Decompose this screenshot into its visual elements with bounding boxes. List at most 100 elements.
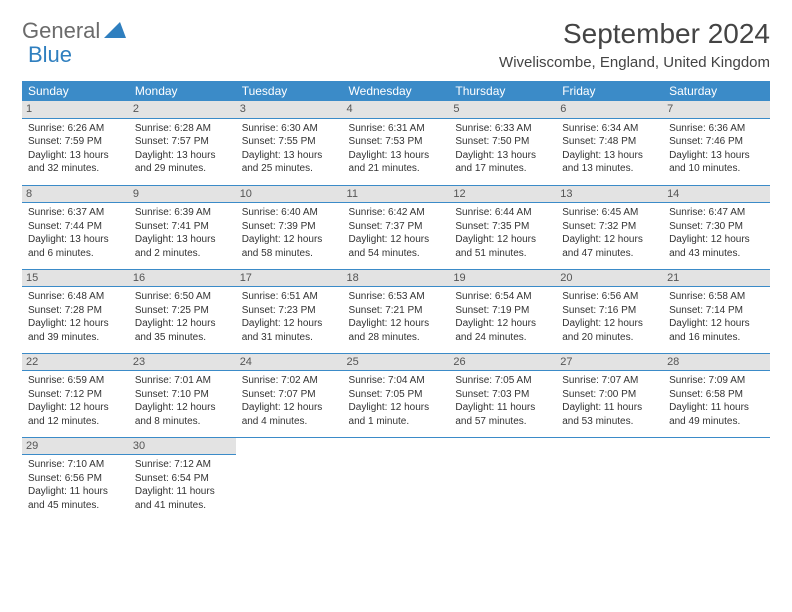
calendar-body: 1 Sunrise: 6:26 AMSunset: 7:59 PMDaylight… xyxy=(22,101,770,521)
day-details: Sunrise: 7:02 AMSunset: 7:07 PMDaylight:… xyxy=(242,374,337,428)
day-number: 26 xyxy=(449,354,556,372)
day-number: 6 xyxy=(556,101,663,119)
location: Wiveliscombe, England, United Kingdom xyxy=(499,54,770,71)
day-number: 22 xyxy=(22,354,129,372)
day-details: Sunrise: 6:45 AMSunset: 7:32 PMDaylight:… xyxy=(562,206,657,260)
weekday-header: Monday xyxy=(129,81,236,101)
calendar-week-row: 15 Sunrise: 6:48 AMSunset: 7:28 PMDayligh… xyxy=(22,269,770,353)
day-details: Sunrise: 7:10 AMSunset: 6:56 PMDaylight:… xyxy=(28,458,123,512)
day-details: Sunrise: 7:04 AMSunset: 7:05 PMDaylight:… xyxy=(349,374,444,428)
day-details: Sunrise: 6:54 AMSunset: 7:19 PMDaylight:… xyxy=(455,290,550,344)
day-details: Sunrise: 6:58 AMSunset: 7:14 PMDaylight:… xyxy=(669,290,764,344)
day-details: Sunrise: 6:31 AMSunset: 7:53 PMDaylight:… xyxy=(349,122,444,176)
calendar-day-cell: 22 Sunrise: 6:59 AMSunset: 7:12 PMDayligh… xyxy=(22,353,129,437)
calendar-day-cell: 21 Sunrise: 6:58 AMSunset: 7:14 PMDayligh… xyxy=(663,269,770,353)
day-number: 15 xyxy=(22,270,129,288)
weekday-header: Friday xyxy=(556,81,663,101)
day-details: Sunrise: 6:47 AMSunset: 7:30 PMDaylight:… xyxy=(669,206,764,260)
calendar-day-cell: 2Sunrise: 6:28 AMSunset: 7:57 PMDaylight… xyxy=(129,101,236,185)
day-number: 30 xyxy=(129,438,236,456)
calendar-day-cell: 16Sunrise: 6:50 AMSunset: 7:25 PMDayligh… xyxy=(129,269,236,353)
calendar-day-cell: 12Sunrise: 6:44 AMSunset: 7:35 PMDayligh… xyxy=(449,185,556,269)
day-details: Sunrise: 6:37 AMSunset: 7:44 PMDaylight:… xyxy=(28,206,123,260)
day-details: Sunrise: 6:30 AMSunset: 7:55 PMDaylight:… xyxy=(242,122,337,176)
day-number: 24 xyxy=(236,354,343,372)
day-number: 13 xyxy=(556,186,663,204)
calendar-day-cell: 9 Sunrise: 6:39 AMSunset: 7:41 PMDaylight… xyxy=(129,185,236,269)
day-number: 9 xyxy=(129,186,236,204)
logo: General xyxy=(22,18,126,44)
calendar-day-cell: 17 Sunrise: 6:51 AMSunset: 7:23 PMDayligh… xyxy=(236,269,343,353)
day-number: 5 xyxy=(449,101,556,119)
weekday-header: Saturday xyxy=(663,81,770,101)
calendar-day-cell xyxy=(343,437,450,521)
calendar-day-cell: 4 Sunrise: 6:31 AMSunset: 7:53 PMDaylight… xyxy=(343,101,450,185)
weekday-header: Tuesday xyxy=(236,81,343,101)
calendar-day-cell: 24 Sunrise: 7:02 AMSunset: 7:07 PMDayligh… xyxy=(236,353,343,437)
day-details: Sunrise: 6:56 AMSunset: 7:16 PMDaylight:… xyxy=(562,290,657,344)
day-number: 20 xyxy=(556,270,663,288)
calendar-day-cell: 18 Sunrise: 6:53 AMSunset: 7:21 PMDayligh… xyxy=(343,269,450,353)
weekday-header-row: SundayMondayTuesdayWednesdayThursdayFrid… xyxy=(22,81,770,101)
logo-text-2: Blue xyxy=(28,42,72,68)
calendar-day-cell: 23 Sunrise: 7:01 AMSunset: 7:10 PMDayligh… xyxy=(129,353,236,437)
day-number: 3 xyxy=(236,101,343,119)
calendar-week-row: 22 Sunrise: 6:59 AMSunset: 7:12 PMDayligh… xyxy=(22,353,770,437)
logo-triangle-icon xyxy=(104,18,126,44)
calendar-day-cell: 15 Sunrise: 6:48 AMSunset: 7:28 PMDayligh… xyxy=(22,269,129,353)
calendar-day-cell: 27Sunrise: 7:07 AMSunset: 7:00 PMDayligh… xyxy=(556,353,663,437)
calendar-day-cell: 20 Sunrise: 6:56 AMSunset: 7:16 PMDayligh… xyxy=(556,269,663,353)
calendar-day-cell: 11 Sunrise: 6:42 AMSunset: 7:37 PMDayligh… xyxy=(343,185,450,269)
day-number: 17 xyxy=(236,270,343,288)
day-number: 21 xyxy=(663,270,770,288)
day-number: 19 xyxy=(449,270,556,288)
calendar-week-row: 8Sunrise: 6:37 AMSunset: 7:44 PMDaylight… xyxy=(22,185,770,269)
month-title: September 2024 xyxy=(499,18,770,50)
day-details: Sunrise: 6:40 AMSunset: 7:39 PMDaylight:… xyxy=(242,206,337,260)
calendar-day-cell xyxy=(556,437,663,521)
day-details: Sunrise: 6:39 AMSunset: 7:41 PMDaylight:… xyxy=(135,206,230,260)
calendar-day-cell: 28Sunrise: 7:09 AMSunset: 6:58 PMDayligh… xyxy=(663,353,770,437)
calendar-day-cell: 5 Sunrise: 6:33 AMSunset: 7:50 PMDaylight… xyxy=(449,101,556,185)
day-details: Sunrise: 6:51 AMSunset: 7:23 PMDaylight:… xyxy=(242,290,337,344)
day-details: Sunrise: 6:59 AMSunset: 7:12 PMDaylight:… xyxy=(28,374,123,428)
day-details: Sunrise: 7:05 AMSunset: 7:03 PMDaylight:… xyxy=(455,374,550,428)
calendar-day-cell: 25Sunrise: 7:04 AMSunset: 7:05 PMDayligh… xyxy=(343,353,450,437)
day-details: Sunrise: 6:50 AMSunset: 7:25 PMDaylight:… xyxy=(135,290,230,344)
calendar-day-cell: 10 Sunrise: 6:40 AMSunset: 7:39 PMDayligh… xyxy=(236,185,343,269)
calendar-day-cell: 26 Sunrise: 7:05 AMSunset: 7:03 PMDayligh… xyxy=(449,353,556,437)
day-details: Sunrise: 6:42 AMSunset: 7:37 PMDaylight:… xyxy=(349,206,444,260)
calendar-day-cell xyxy=(236,437,343,521)
calendar-table: SundayMondayTuesdayWednesdayThursdayFrid… xyxy=(22,81,770,521)
calendar-week-row: 1 Sunrise: 6:26 AMSunset: 7:59 PMDaylight… xyxy=(22,101,770,185)
weekday-header: Wednesday xyxy=(343,81,450,101)
day-number: 27 xyxy=(556,354,663,372)
calendar-day-cell xyxy=(663,437,770,521)
day-details: Sunrise: 6:36 AMSunset: 7:46 PMDaylight:… xyxy=(669,122,764,176)
day-details: Sunrise: 6:26 AMSunset: 7:59 PMDaylight:… xyxy=(28,122,123,176)
day-number: 18 xyxy=(343,270,450,288)
calendar-day-cell: 14 Sunrise: 6:47 AMSunset: 7:30 PMDayligh… xyxy=(663,185,770,269)
day-number: 14 xyxy=(663,186,770,204)
day-number: 7 xyxy=(663,101,770,119)
logo-text-1: General xyxy=(22,18,100,44)
day-details: Sunrise: 6:44 AMSunset: 7:35 PMDaylight:… xyxy=(455,206,550,260)
day-number: 23 xyxy=(129,354,236,372)
day-number: 4 xyxy=(343,101,450,119)
day-details: Sunrise: 6:34 AMSunset: 7:48 PMDaylight:… xyxy=(562,122,657,176)
day-details: Sunrise: 6:53 AMSunset: 7:21 PMDaylight:… xyxy=(349,290,444,344)
day-number: 1 xyxy=(22,101,129,119)
calendar-day-cell: 19 Sunrise: 6:54 AMSunset: 7:19 PMDayligh… xyxy=(449,269,556,353)
calendar-day-cell: 3 Sunrise: 6:30 AMSunset: 7:55 PMDaylight… xyxy=(236,101,343,185)
calendar-day-cell: 6 Sunrise: 6:34 AMSunset: 7:48 PMDaylight… xyxy=(556,101,663,185)
day-number: 10 xyxy=(236,186,343,204)
day-details: Sunrise: 6:33 AMSunset: 7:50 PMDaylight:… xyxy=(455,122,550,176)
calendar-day-cell: 13 Sunrise: 6:45 AMSunset: 7:32 PMDayligh… xyxy=(556,185,663,269)
day-number: 11 xyxy=(343,186,450,204)
day-details: Sunrise: 7:01 AMSunset: 7:10 PMDaylight:… xyxy=(135,374,230,428)
calendar-day-cell: 29Sunrise: 7:10 AMSunset: 6:56 PMDayligh… xyxy=(22,437,129,521)
day-number: 2 xyxy=(129,101,236,119)
day-details: Sunrise: 6:48 AMSunset: 7:28 PMDaylight:… xyxy=(28,290,123,344)
calendar-day-cell: 1 Sunrise: 6:26 AMSunset: 7:59 PMDaylight… xyxy=(22,101,129,185)
day-details: Sunrise: 7:12 AMSunset: 6:54 PMDaylight:… xyxy=(135,458,230,512)
